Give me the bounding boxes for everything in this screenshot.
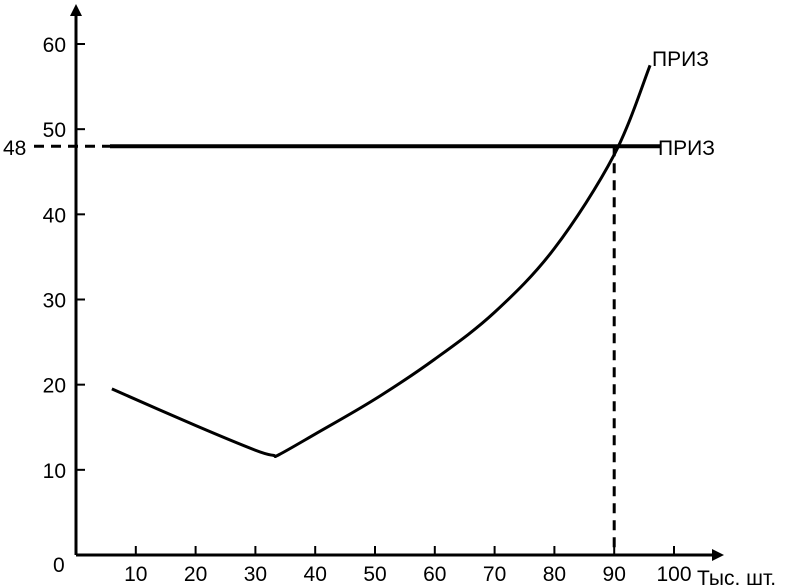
x-axis-label: Тыс. шт. bbox=[697, 567, 776, 588]
x-tick-label: 60 bbox=[423, 563, 446, 586]
y-tick-label: 30 bbox=[43, 290, 66, 313]
y-tick-label: 10 bbox=[43, 460, 66, 483]
series-curve-line bbox=[111, 64, 652, 459]
series-horizontal-label: ПРИЗ bbox=[658, 137, 715, 160]
y-tick-label: 40 bbox=[43, 204, 66, 227]
x-tick-group: 10 20 30 40 50 60 70 80 90 100 bbox=[124, 546, 692, 586]
series-curve-label: ПРИЗ bbox=[652, 48, 709, 71]
y-tick-label: 50 bbox=[43, 119, 66, 142]
y-tick-label: 60 bbox=[43, 34, 66, 57]
y-tick-label: 20 bbox=[43, 375, 66, 398]
x-tick-label: 100 bbox=[656, 563, 691, 586]
y-tick-group: 10 20 30 40 50 60 bbox=[43, 34, 85, 483]
origin-label: 0 bbox=[53, 554, 65, 577]
reference-y-label: 48 bbox=[3, 137, 26, 160]
x-tick-label: 70 bbox=[483, 563, 506, 586]
x-tick-label: 10 bbox=[124, 563, 147, 586]
x-tick-label: 90 bbox=[603, 563, 626, 586]
x-tick-label: 80 bbox=[543, 563, 566, 586]
x-tick-label: 30 bbox=[244, 563, 267, 586]
x-tick-label: 20 bbox=[184, 563, 207, 586]
x-tick-label: 50 bbox=[363, 563, 386, 586]
x-tick-label: 40 bbox=[304, 563, 327, 586]
